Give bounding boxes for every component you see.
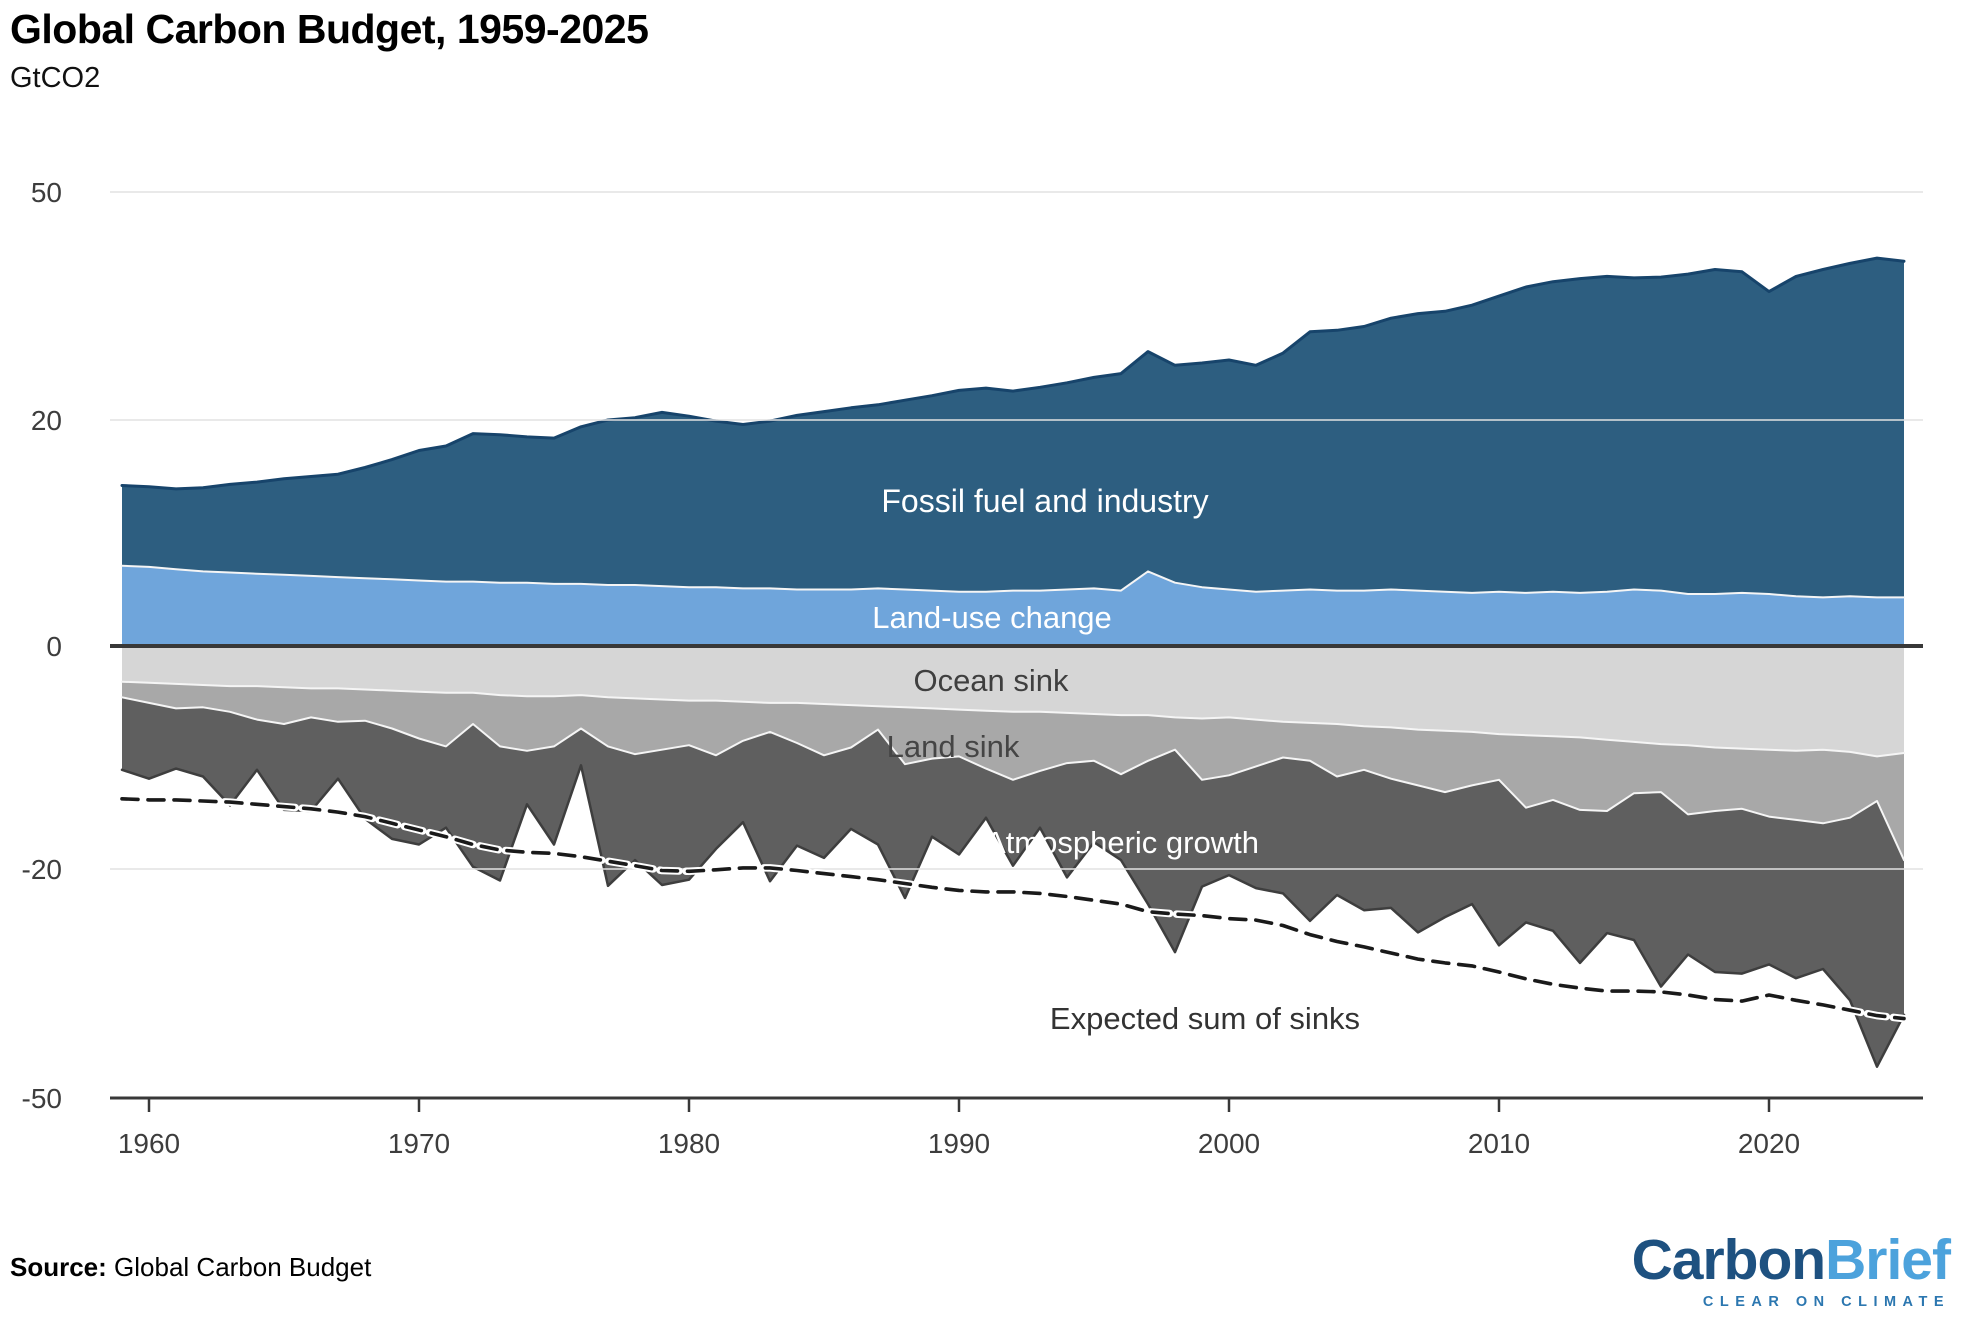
source-line: Source: Global Carbon Budget [10,1252,371,1283]
area-fossil-fuel-industry [122,258,1904,598]
source-name: Global Carbon Budget [114,1252,372,1282]
chart-header: Global Carbon Budget, 1959-2025 GtCO2 [10,6,649,95]
land-use-top-border [121,564,1905,599]
logo-tagline: CLEAR ON CLIMATE [1702,1294,1950,1310]
area-ocean-sink [122,646,1904,757]
y-tick-label-20: 20 [31,405,62,436]
ocean-land-boundary [121,680,1905,758]
chart-unit-subtitle: GtCO2 [10,62,101,94]
x-tick-label-1980: 1980 [658,1128,720,1159]
x-tick-label-1970: 1970 [388,1128,450,1159]
y-tick-label--20: -20 [22,854,62,885]
y-tick-label-0: 0 [46,631,62,662]
logo-word-brief: Brief [1825,1228,1951,1292]
area-land-use-change [122,565,1904,646]
series-label-expected: Expected sum of sinks [1050,1001,1360,1036]
x-tick-label-1990: 1990 [928,1128,990,1159]
series-label-land: Land sink [887,729,1020,764]
logo-word-carbon: Carbon [1631,1228,1826,1292]
expected-sinks-line [120,797,1906,1021]
series-label-ocean: Ocean sink [913,663,1069,698]
logo-wordmark: CarbonBrief [1632,1232,1951,1289]
y-tick-label-50: 50 [31,177,62,208]
y-tick-label--50: -50 [22,1083,62,1114]
x-tick-label-2010: 2010 [1468,1128,1530,1159]
page-title: Global Carbon Budget, 1959-2025 [10,6,649,52]
carbonbrief-logo: CarbonBrief CLEAR ON CLIMATE [1632,1232,1951,1310]
series-label-land-use: Land-use change [872,600,1112,635]
land-atmos-boundary [121,696,1905,862]
area-land-sink [122,681,1904,861]
atmos-bottom-border [120,764,1906,1068]
x-tick-label-1960: 1960 [118,1128,180,1159]
x-tick-label-2000: 2000 [1198,1128,1260,1159]
series-label-atmos: Atmospheric growth [985,825,1259,860]
source-label: Source: [10,1252,107,1282]
x-tick-label-2020: 2020 [1738,1128,1800,1159]
series-label-fossil: Fossil fuel and industry [881,483,1208,519]
fossil-top-border [120,256,1906,491]
